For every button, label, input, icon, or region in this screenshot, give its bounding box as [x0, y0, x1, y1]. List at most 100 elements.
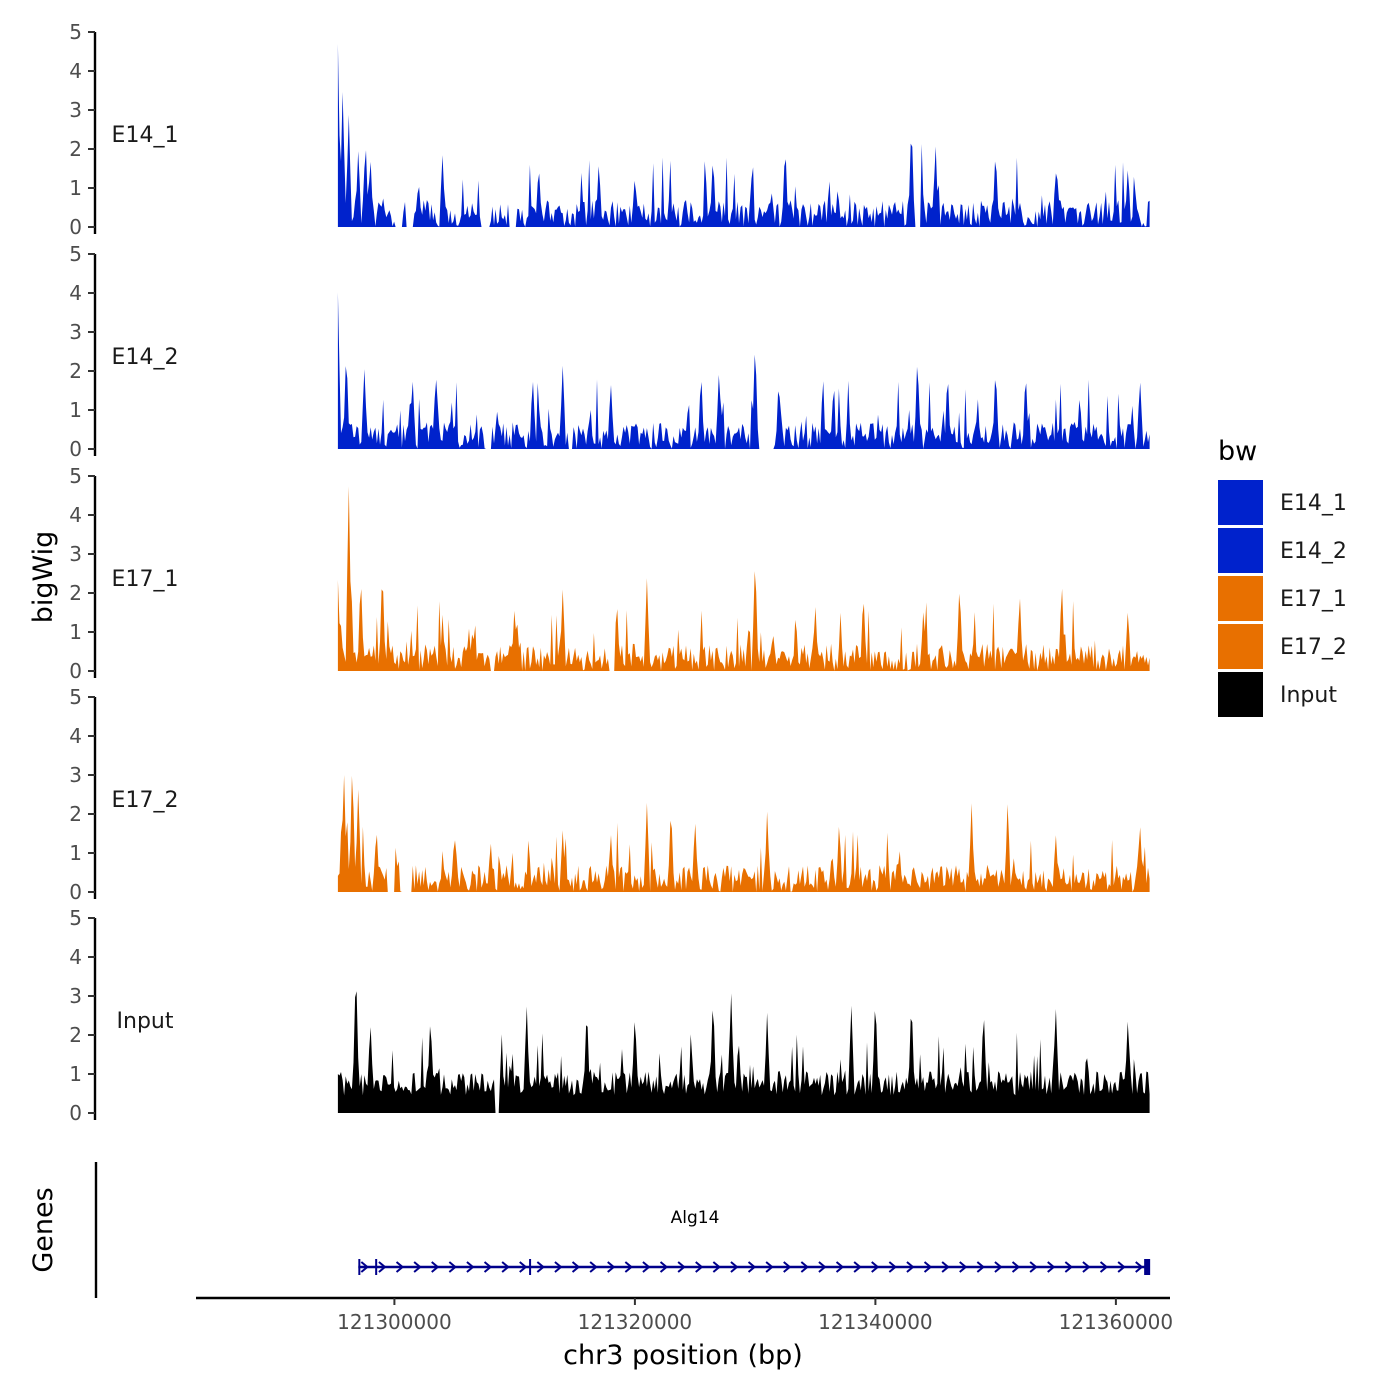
strand-arrow	[1135, 1261, 1144, 1273]
y-tick-label: 0	[69, 1101, 82, 1125]
y-tick-label: 3	[69, 984, 82, 1008]
strand-arrow	[835, 1261, 845, 1273]
strand-arrow	[395, 1261, 405, 1273]
strand-arrow	[923, 1261, 933, 1273]
strand-arrow	[871, 1261, 880, 1273]
track-label: E14_1	[112, 123, 179, 148]
legend-label: Input	[1280, 683, 1337, 708]
y-tick-label: 5	[69, 242, 82, 266]
gene-exon	[529, 1259, 532, 1275]
strand-arrow	[413, 1261, 422, 1273]
y-tick-label: 4	[69, 945, 82, 969]
strand-arrow	[448, 1261, 457, 1273]
track-e17-1: 0 1 2 3 4 5 E17_1	[69, 464, 1150, 683]
track-input: 0 1 2 3 4 5 Input	[69, 906, 1150, 1125]
strand-arrow	[378, 1261, 387, 1273]
strand-arrow	[607, 1261, 616, 1273]
strand-arrow	[571, 1261, 581, 1273]
y-tick-label: 3	[69, 98, 82, 122]
strand-arrow	[642, 1261, 651, 1273]
legend: bw E14_1 E14_2 E17_1 E17_2 Input	[1218, 436, 1347, 717]
strand-arrow	[994, 1261, 1003, 1273]
gene-exon	[1144, 1259, 1151, 1275]
strand-arrow	[360, 1261, 369, 1273]
signal-area	[337, 292, 1150, 449]
y-axis-title: bigWig	[28, 531, 59, 624]
x-tick-label: 121300000	[337, 1310, 452, 1334]
x-tick-label: 121320000	[578, 1310, 693, 1334]
strand-arrow	[483, 1261, 493, 1273]
strand-arrow	[747, 1261, 757, 1273]
x-tick-label: 121360000	[1059, 1310, 1174, 1334]
strand-arrow	[677, 1261, 686, 1273]
x-axis: 121300000 121320000 121340000 121360000 chr…	[196, 1296, 1174, 1371]
strand-arrow	[853, 1261, 862, 1273]
strand-arrow	[976, 1261, 985, 1273]
strand-arrow	[501, 1261, 510, 1273]
gene-label: Alg14	[671, 1208, 720, 1228]
gene-model	[358, 1259, 1151, 1275]
y-tick-label: 2	[69, 581, 82, 605]
strand-arrow	[818, 1261, 827, 1273]
legend-label: E17_1	[1280, 587, 1347, 612]
strand-arrow	[1117, 1261, 1126, 1273]
track-label: Input	[117, 1009, 174, 1034]
legend-label: E14_1	[1280, 491, 1347, 516]
strand-arrow	[906, 1261, 915, 1273]
strand-arrow	[589, 1261, 598, 1273]
y-tick-label: 0	[69, 880, 82, 904]
strand-arrow	[712, 1261, 721, 1273]
y-tick-label: 5	[69, 464, 82, 488]
strand-arrow	[765, 1261, 774, 1273]
y-tick-label: 5	[69, 685, 82, 709]
y-tick-label: 1	[69, 841, 82, 865]
y-tick-label: 5	[69, 20, 82, 44]
strand-arrow	[1064, 1261, 1073, 1273]
y-tick-label: 0	[69, 659, 82, 683]
y-tick-label: 1	[69, 176, 82, 200]
strand-arrow	[554, 1261, 563, 1273]
legend-swatch	[1218, 480, 1263, 525]
strand-arrow	[730, 1261, 739, 1273]
y-tick-label: 2	[69, 137, 82, 161]
track-label: E17_2	[112, 788, 179, 813]
signal-area	[337, 486, 1150, 671]
strand-arrow	[959, 1261, 968, 1273]
y-tick-label: 0	[69, 215, 82, 239]
strand-arrow	[1029, 1261, 1038, 1273]
strand-arrow	[783, 1261, 792, 1273]
genes-axis-title: Genes	[28, 1187, 59, 1272]
y-tick-label: 3	[69, 320, 82, 344]
strand-arrow	[466, 1261, 475, 1273]
strand-arrow	[1011, 1261, 1021, 1273]
strand-arrow	[624, 1261, 633, 1273]
legend-title: bw	[1218, 436, 1257, 467]
strand-arrow	[1082, 1261, 1091, 1273]
y-tick-label: 4	[69, 503, 82, 527]
track-e14-2: 0 1 2 3 4 5 E14_2	[69, 242, 1150, 461]
y-tick-label: 2	[69, 802, 82, 826]
gene-exon	[358, 1259, 361, 1275]
y-tick-label: 3	[69, 542, 82, 566]
strand-arrow	[800, 1261, 809, 1273]
y-tick-label: 5	[69, 906, 82, 930]
y-tick-label: 1	[69, 1062, 82, 1086]
y-tick-label: 4	[69, 59, 82, 83]
strand-arrow	[659, 1261, 669, 1273]
legend-label: E17_2	[1280, 635, 1347, 660]
signal-area	[337, 775, 1150, 892]
strand-arrow	[1047, 1261, 1056, 1273]
strand-arrow	[431, 1261, 440, 1273]
signal-area	[337, 44, 1150, 227]
legend-label: E14_2	[1280, 539, 1347, 564]
y-tick-label: 3	[69, 763, 82, 787]
gene-track: Alg14	[94, 1162, 1151, 1298]
signal-area	[337, 991, 1150, 1113]
track-label: E17_1	[112, 567, 179, 592]
signal-tracks: 0 1 2 3 4 5 E14_1 0 1 2 3 4 5 E14_2 0 1 2 3 4 5 E17_1 0 1 2 3 4 5 E…	[69, 20, 1150, 1125]
y-tick-label: 4	[69, 724, 82, 748]
track-label: E14_2	[112, 345, 179, 370]
legend-swatch	[1218, 528, 1263, 573]
y-tick-label: 4	[69, 281, 82, 305]
